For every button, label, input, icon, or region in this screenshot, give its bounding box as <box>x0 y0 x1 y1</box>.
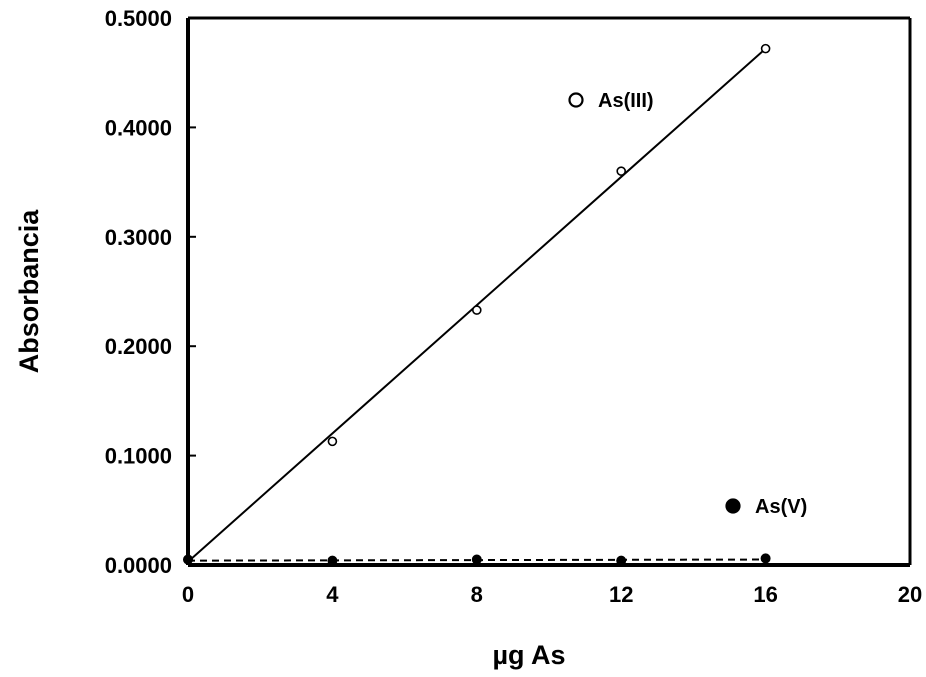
y-tick-label: 0.2000 <box>105 334 172 359</box>
y-tick-label: 0.1000 <box>105 444 172 469</box>
data-point-series-2 <box>183 554 193 565</box>
x-tick-label: 16 <box>753 582 777 607</box>
y-tick-label: 0.5000 <box>105 6 172 31</box>
x-tick-label: 0 <box>182 582 194 607</box>
legend-label-series-1: As(III) <box>598 90 654 112</box>
fit-line-series-1 <box>187 47 767 563</box>
data-point-series-1 <box>616 166 627 176</box>
legend-label-series-2: As(V) <box>755 496 807 518</box>
data-point-series-1 <box>327 436 338 447</box>
plot-frame-group <box>186 16 912 567</box>
y-tick-label: 0.3000 <box>105 225 172 250</box>
data-point-series-1 <box>760 43 771 54</box>
x-tick-label: 12 <box>609 582 633 607</box>
y-axis-title: Absorbancia <box>14 209 44 374</box>
data-point-series-2 <box>616 555 627 566</box>
data-point-series-1 <box>471 305 482 315</box>
legend-group: As(III) As(V) <box>568 90 807 518</box>
legend-marker-series-1 <box>568 92 584 108</box>
fit-line-group <box>187 47 767 563</box>
x-axis-title: µg As <box>492 640 565 670</box>
legend-marker-series-2 <box>725 498 741 514</box>
data-point-group <box>183 43 771 566</box>
tick-group: 0 4 8 12 16 20 0.0000 0.1000 0.2000 0.3000 0.4000 0… <box>105 6 923 607</box>
y-tick-label: 0.0000 <box>105 553 172 578</box>
x-tick-label: 20 <box>898 582 922 607</box>
y-tick-label: 0.4000 <box>105 115 172 140</box>
x-tick-label: 4 <box>326 582 339 607</box>
data-point-series-2 <box>760 553 771 564</box>
data-point-series-2 <box>471 554 482 565</box>
data-point-series-2 <box>327 555 338 566</box>
x-tick-label: 8 <box>471 582 483 607</box>
